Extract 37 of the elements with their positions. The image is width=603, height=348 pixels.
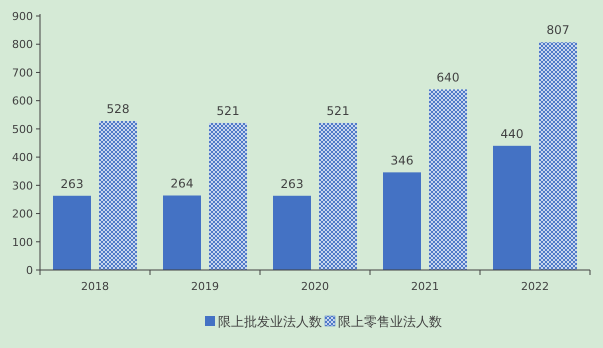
y-tick-label: 400 bbox=[12, 151, 33, 164]
x-tick-label: 2021 bbox=[411, 280, 439, 293]
data-label: 521 bbox=[326, 104, 350, 118]
y-tick-label: 500 bbox=[12, 122, 33, 136]
bar bbox=[493, 146, 531, 270]
data-label: 263 bbox=[280, 176, 304, 191]
bar bbox=[163, 195, 201, 270]
bar bbox=[99, 120, 137, 270]
y-tick-label: 0 bbox=[26, 264, 33, 277]
bar bbox=[383, 172, 421, 270]
data-label: 521 bbox=[216, 104, 240, 118]
x-tick-label: 2022 bbox=[521, 280, 549, 293]
data-label: 263 bbox=[60, 176, 84, 191]
y-tick-label: 300 bbox=[12, 179, 33, 192]
data-label: 264 bbox=[170, 176, 194, 190]
data-label: 640 bbox=[436, 70, 460, 84]
data-label: 528 bbox=[106, 102, 130, 116]
data-label: 440 bbox=[500, 126, 524, 141]
x-tick-label: 2019 bbox=[191, 280, 219, 293]
y-tick-label: 600 bbox=[12, 94, 33, 108]
y-tick-label: 200 bbox=[12, 208, 33, 221]
x-tick-label: 2018 bbox=[81, 280, 109, 293]
bar bbox=[209, 122, 247, 270]
y-tick-label: 100 bbox=[12, 236, 33, 249]
legend-label: 限上批发业法人数 bbox=[218, 315, 322, 330]
x-tick-label: 2020 bbox=[301, 280, 329, 293]
data-label: 807 bbox=[546, 23, 570, 38]
bar bbox=[429, 89, 467, 270]
y-tick-label: 900 bbox=[12, 10, 33, 23]
bar bbox=[539, 42, 577, 270]
data-label: 346 bbox=[390, 153, 414, 168]
y-tick-label: 700 bbox=[12, 66, 33, 80]
y-tick-label: 800 bbox=[12, 38, 33, 52]
legend-label: 限上零售业法人数 bbox=[338, 315, 442, 330]
bar bbox=[273, 196, 311, 270]
bar bbox=[319, 122, 357, 270]
bar bbox=[53, 196, 91, 270]
